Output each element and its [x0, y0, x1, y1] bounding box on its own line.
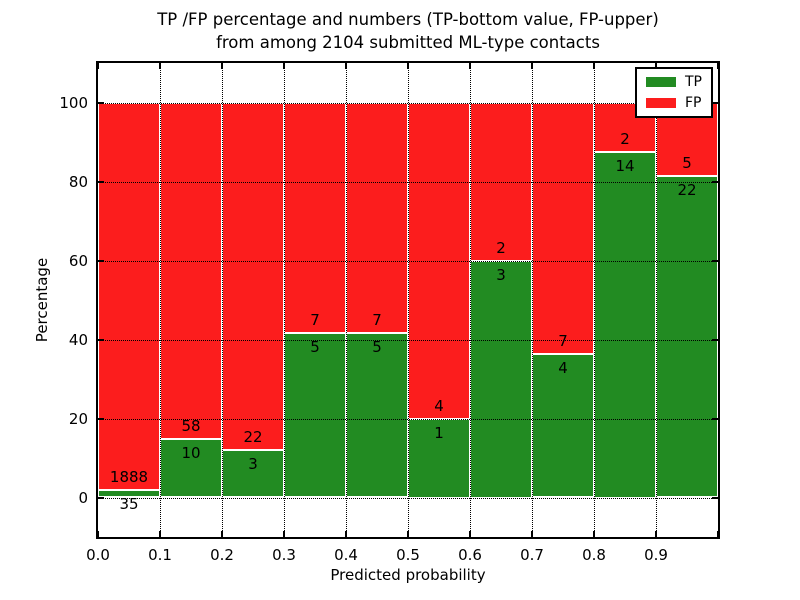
x-tick-mark — [655, 531, 657, 537]
bar-label-tp: 4 — [558, 358, 568, 377]
y-tick-label: 60 — [68, 251, 88, 270]
legend-label-fp: FP — [685, 95, 702, 111]
bar-label-fp: 1888 — [109, 468, 149, 487]
bar-label-tp: 10 — [181, 444, 201, 463]
bar-segment-tp — [98, 490, 160, 498]
bar-label-tp: 3 — [496, 265, 506, 284]
x-tick-mark — [159, 531, 161, 537]
bar-segment-tp — [408, 418, 470, 498]
x-tick-label: 0.2 — [210, 546, 234, 564]
x-tick-mark — [283, 531, 285, 537]
x-tick-label: 0.5 — [396, 546, 420, 564]
bar-segment-tp — [160, 439, 222, 498]
y-tick-label: 40 — [68, 330, 88, 349]
x-tick-label: 0.4 — [334, 546, 358, 564]
bar-segment-fp — [222, 102, 284, 451]
bar-label-fp: 7 — [310, 310, 320, 329]
y-tick-label: 100 — [59, 93, 88, 112]
x-tick-label: 0.7 — [520, 546, 544, 564]
x-tick-mark — [717, 531, 719, 537]
x-tick-label: 0.6 — [458, 546, 482, 564]
x-tick-label: 0.1 — [148, 546, 172, 564]
legend-label-tp: TP — [685, 74, 702, 90]
x-tick-mark — [159, 63, 161, 69]
x-tick-mark — [531, 531, 533, 537]
bar-label-fp: 58 — [181, 417, 201, 436]
bar-label-tp: 22 — [677, 180, 697, 199]
bar-segment-tp — [532, 353, 594, 498]
legend-row: TP — [646, 75, 702, 89]
bar-label-tp: 5 — [310, 337, 320, 356]
y-tick-mark — [98, 180, 104, 183]
bar-segment-tp — [346, 332, 408, 498]
bar-label-fp: 7 — [372, 310, 382, 329]
legend-row: FP — [646, 96, 702, 110]
y-tick-mark — [98, 338, 104, 341]
y-tick-mark — [98, 259, 104, 262]
x-tick-label: 0.8 — [582, 546, 606, 564]
y-tick-mark — [98, 417, 104, 420]
y-tick-label: 20 — [68, 409, 88, 428]
bar-label-fp: 2 — [496, 238, 506, 257]
bar-label-fp: 22 — [243, 428, 263, 447]
bar-label-tp: 3 — [248, 455, 258, 474]
x-tick-mark — [593, 531, 595, 537]
x-tick-mark — [469, 63, 471, 69]
x-tick-label: 0.9 — [644, 546, 668, 564]
x-tick-mark — [283, 63, 285, 69]
bar-label-tp: 14 — [615, 156, 635, 175]
bar-segment-tp — [284, 332, 346, 498]
bar-segment-fp — [408, 102, 470, 419]
y-tick-mark — [712, 259, 718, 262]
legend: TP FP — [635, 67, 713, 118]
chart-title-line2: from among 2104 submitted ML-type contac… — [216, 33, 600, 52]
chart-title-line1: TP /FP percentage and numbers (TP-bottom… — [157, 10, 659, 29]
bar-label-fp: 5 — [682, 153, 692, 172]
plot-area: 1888 35 58 10 22 3 7 5 7 5 4 1 2 3 7 4 2 14 5 22 TP FP — [96, 61, 720, 539]
bar-label-fp: 4 — [434, 396, 444, 415]
x-tick-mark — [345, 531, 347, 537]
legend-swatch-fp — [646, 98, 676, 108]
x-tick-mark — [407, 63, 409, 69]
bar-segment-fp — [98, 102, 160, 491]
x-tick-mark — [407, 531, 409, 537]
x-tick-mark — [97, 531, 99, 537]
bar-label-tp: 1 — [434, 423, 444, 442]
x-tick-mark — [593, 63, 595, 69]
y-tick-label: 0 — [78, 488, 88, 507]
bar-label-tp: 5 — [372, 337, 382, 356]
bar-segment-tp — [470, 260, 532, 498]
legend-swatch-tp — [646, 77, 676, 87]
x-tick-mark — [345, 63, 347, 69]
y-tick-mark — [712, 417, 718, 420]
x-tick-mark — [221, 63, 223, 69]
bar-segment-fp — [532, 102, 594, 354]
bar-segment-tp — [656, 175, 718, 498]
x-axis-label: Predicted probability — [330, 566, 486, 584]
x-tick-mark — [531, 63, 533, 69]
x-tick-label: 0.0 — [86, 546, 110, 564]
y-tick-mark — [712, 496, 718, 499]
bar-label-tp: 35 — [119, 495, 139, 514]
chart-title: TP /FP percentage and numbers (TP-bottom… — [96, 8, 720, 54]
x-tick-mark — [97, 63, 99, 69]
bar-label-fp: 7 — [558, 331, 568, 350]
bar-label-fp: 2 — [620, 129, 630, 148]
bar-segment-fp — [346, 102, 408, 333]
bar-segment-fp — [470, 102, 532, 261]
y-tick-label: 80 — [68, 172, 88, 191]
x-tick-mark — [221, 531, 223, 537]
x-tick-mark — [469, 531, 471, 537]
bar-segment-fp — [284, 102, 346, 333]
bar-segment-tp — [594, 151, 656, 498]
x-tick-mark — [717, 63, 719, 69]
y-tick-mark — [98, 101, 104, 104]
bar-segment-fp — [160, 102, 222, 440]
gridline-y — [98, 497, 718, 499]
x-tick-label: 0.3 — [272, 546, 296, 564]
y-tick-mark — [712, 338, 718, 341]
